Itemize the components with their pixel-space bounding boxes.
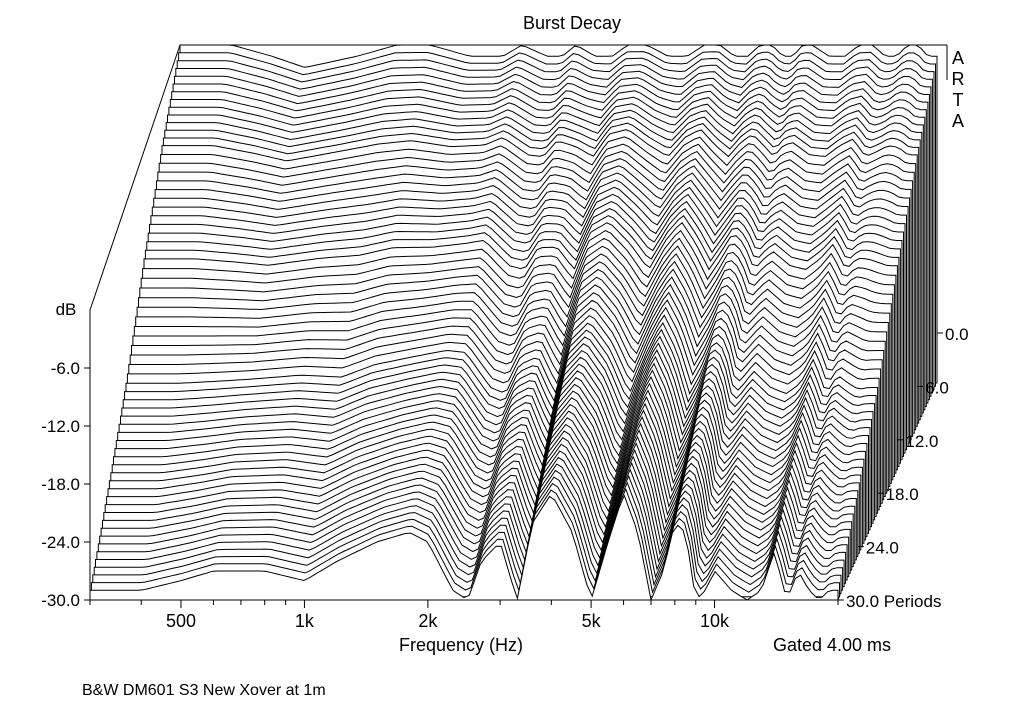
- z-axis-ticks: -6.0 -12.0 -18.0 -24.0 -30.0: [41, 359, 90, 610]
- period-tick-label: 18.0: [886, 485, 919, 504]
- watermark-letter: A: [952, 48, 964, 68]
- watermark-letter: A: [952, 111, 964, 131]
- chart-title: Burst Decay: [523, 13, 621, 33]
- z-axis-label: dB: [56, 300, 77, 319]
- x-tick-label: 2k: [418, 611, 438, 631]
- x-tick-label: 500: [166, 611, 196, 631]
- z-tick-label: -24.0: [41, 533, 80, 552]
- decay-slice: [89, 494, 839, 602]
- z-tick-label: -18.0: [41, 475, 80, 494]
- z-tick-label: -12.0: [41, 417, 80, 436]
- waterfall-slices: [89, 44, 938, 602]
- z-tick-label: -6.0: [51, 359, 80, 378]
- left-wall-top-edge: [89, 44, 181, 311]
- period-tick-label: 6.0: [925, 378, 949, 397]
- period-tick-label: 24.0: [866, 539, 899, 558]
- period-axis-ticks: 0.0 6.0 12.0 18.0 24.0 30.0 Periods: [838, 325, 969, 611]
- x-tick-label: 5k: [582, 611, 602, 631]
- x-axis-label: Frequency (Hz): [399, 635, 523, 655]
- decay-slice: [90, 487, 840, 598]
- period-tick-label: 0.0: [945, 325, 969, 344]
- gating-note: Gated 4.00 ms: [773, 635, 891, 655]
- period-tick-label: 30.0 Periods: [846, 592, 941, 611]
- caption: B&W DM601 S3 New Xover at 1m: [82, 682, 326, 699]
- watermark-letter: T: [953, 90, 964, 110]
- decay-slice: [92, 481, 842, 594]
- period-tick-label: 12.0: [905, 432, 938, 451]
- watermark-letter: R: [952, 69, 965, 89]
- z-tick-label: -30.0: [41, 591, 80, 610]
- x-tick-label: 10k: [700, 611, 730, 631]
- x-axis-ticks: 500 1k 2k 5k 10k: [89, 600, 839, 631]
- x-tick-label: 1k: [295, 611, 315, 631]
